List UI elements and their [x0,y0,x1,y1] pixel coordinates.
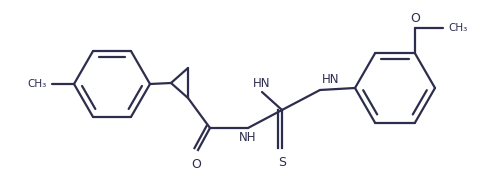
Text: HN: HN [253,77,271,90]
Text: HN: HN [322,73,339,86]
Text: CH₃: CH₃ [28,79,47,89]
Text: NH: NH [239,131,257,144]
Text: O: O [410,12,420,25]
Text: CH₃: CH₃ [448,23,467,33]
Text: S: S [278,156,286,169]
Text: O: O [191,158,201,171]
